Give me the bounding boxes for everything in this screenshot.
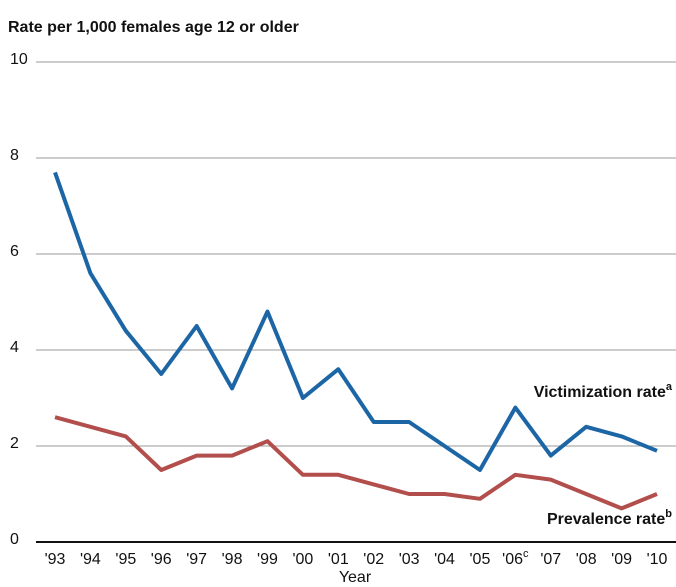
x-axis-label: Year (339, 569, 372, 586)
series-name: Victimization rate (534, 384, 666, 401)
x-tick-label: '05 (470, 551, 491, 568)
x-tick-label: '03 (399, 551, 420, 568)
x-tick-text: '00 (292, 551, 313, 568)
y-tick-label: 4 (10, 339, 19, 356)
x-tick-text: '94 (80, 551, 101, 568)
x-tick-text: '07 (540, 551, 561, 568)
x-tick-text: '93 (45, 551, 66, 568)
series-label: Prevalence rateb (547, 508, 672, 528)
x-tick-text: '96 (151, 551, 172, 568)
y-tick-label: 0 (10, 531, 19, 548)
y-tick-label: 6 (10, 243, 19, 260)
x-tick-label: '94 (80, 551, 101, 568)
x-tick-text: '03 (399, 551, 420, 568)
x-tick-text: '04 (434, 551, 455, 568)
x-tick-text: '01 (328, 551, 349, 568)
x-tick-label: '07 (540, 551, 561, 568)
x-tick-text: '95 (115, 551, 136, 568)
series-superscript: a (666, 381, 673, 393)
x-tick-label: '02 (363, 551, 384, 568)
x-tick-label: '00 (292, 551, 313, 568)
series-superscript: b (665, 508, 672, 520)
y-tick-label: 8 (10, 147, 19, 164)
x-tick-label: '10 (647, 551, 668, 568)
x-tick-label: '01 (328, 551, 349, 568)
x-tick-label: '04 (434, 551, 455, 568)
data-line (53, 171, 658, 472)
x-tick-text: '02 (363, 551, 384, 568)
x-tick-text: '09 (611, 551, 632, 568)
x-tick-text: '98 (222, 551, 243, 568)
x-tick-label: '95 (115, 551, 136, 568)
x-tick-label: '96 (151, 551, 172, 568)
x-tick-label: '97 (186, 551, 207, 568)
x-tick-label: '99 (257, 551, 278, 568)
x-tick-text: '06 (502, 551, 523, 568)
y-tick-label: 2 (10, 435, 19, 452)
y-tick-label: 10 (10, 51, 28, 68)
x-tick-text: '05 (470, 551, 491, 568)
x-tick-label: '08 (576, 551, 597, 568)
chart-title: Rate per 1,000 females age 12 or older (8, 19, 299, 36)
x-tick-label: '98 (222, 551, 243, 568)
x-tick-label: '09 (611, 551, 632, 568)
series-label: Victimization ratea (534, 381, 673, 401)
x-tick-label: '06c (502, 548, 529, 568)
x-tick-text: '08 (576, 551, 597, 568)
data-line (54, 415, 658, 511)
x-tick-label: '93 (45, 551, 66, 568)
x-tick-text: '99 (257, 551, 278, 568)
x-tick-text: '10 (647, 551, 668, 568)
series-name: Prevalence rate (547, 511, 665, 528)
x-tick-superscript: c (523, 548, 529, 560)
x-tick-text: '97 (186, 551, 207, 568)
